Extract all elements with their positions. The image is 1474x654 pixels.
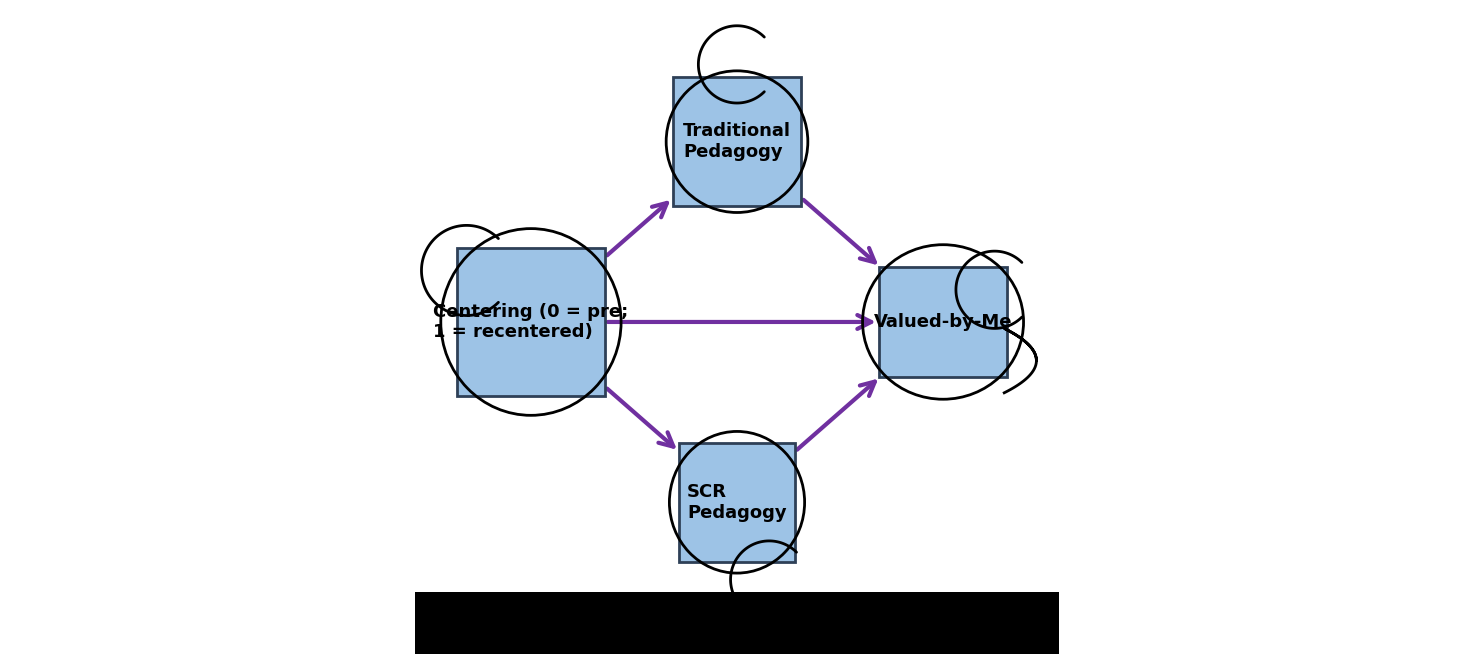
FancyBboxPatch shape bbox=[879, 267, 1007, 377]
Text: SCR
Pedagogy: SCR Pedagogy bbox=[687, 483, 787, 522]
Text: Traditional
Pedagogy: Traditional Pedagogy bbox=[682, 122, 792, 161]
FancyBboxPatch shape bbox=[680, 443, 794, 562]
Text: Centering (0 = pre;
1 = recentered): Centering (0 = pre; 1 = recentered) bbox=[433, 303, 628, 341]
FancyBboxPatch shape bbox=[457, 248, 604, 396]
Text: Valued-by-Me: Valued-by-Me bbox=[874, 313, 1013, 331]
Bar bbox=[416, 593, 1058, 654]
FancyBboxPatch shape bbox=[672, 77, 802, 206]
